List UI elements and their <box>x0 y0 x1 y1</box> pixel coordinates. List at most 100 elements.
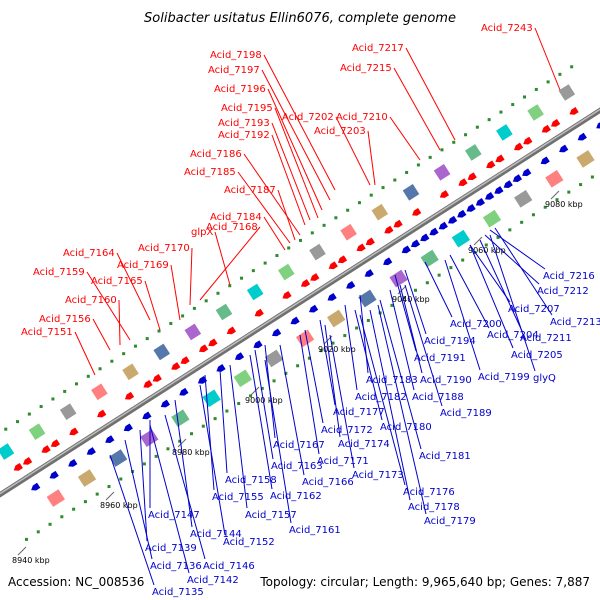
feature-block-upper <box>122 364 139 381</box>
ring-dot <box>4 428 7 431</box>
bottom-strand-gene-shape <box>233 352 244 362</box>
ring-dot <box>476 126 479 129</box>
ring-dot <box>355 327 358 330</box>
feature-block-upper <box>91 384 108 401</box>
map-title: Solibacter usitatus Ellin6076, complete … <box>144 11 456 26</box>
bottom-strand-gene-shape <box>400 245 411 255</box>
feature-block-shape <box>153 344 170 361</box>
ring-dot <box>343 334 346 337</box>
genome-map: Solibacter usitatus Ellin6076, complete … <box>0 0 600 600</box>
top-gene-label: Acid_7185 <box>184 167 236 178</box>
tick-label: 8940 kbp <box>12 556 50 565</box>
feature-block-shape <box>452 230 470 248</box>
ring-dot <box>25 538 28 541</box>
bottom-leader-line <box>320 320 335 405</box>
ring-dot <box>146 337 149 340</box>
ring-dot <box>535 88 538 91</box>
top-strand-gene-shape <box>197 344 208 354</box>
top-strand-gene <box>40 445 51 455</box>
top-leader-line <box>394 68 440 150</box>
ring-dot <box>181 314 184 317</box>
feature-block-shape <box>140 429 158 447</box>
top-strand-gene-shape <box>355 244 366 254</box>
bottom-gene-label: Acid_7178 <box>408 502 460 513</box>
bottom-strand-gene-shape <box>557 145 568 155</box>
bottom-strand-gene-shape <box>520 168 531 178</box>
top-strand-gene-shape <box>281 291 292 301</box>
feature-block-lower <box>109 449 127 467</box>
feature-block-upper <box>216 304 233 321</box>
top-strand-gene-shape <box>540 125 551 135</box>
ring-dot <box>96 493 99 496</box>
bottom-gene-label: Acid_7142 <box>187 575 239 586</box>
bottom-leader-line <box>125 440 152 559</box>
ring-dot <box>202 425 205 428</box>
top-strand-gene <box>170 362 181 372</box>
bottom-strand-gene-shape <box>48 471 59 481</box>
feature-block-shape <box>403 184 420 201</box>
ring-dot <box>51 397 54 400</box>
top-gene-label: Acid_7165 <box>91 276 143 287</box>
ring-dot <box>523 95 526 98</box>
ring-dot <box>296 364 299 367</box>
ring-dot <box>49 523 52 526</box>
bottom-strand-gene-shape <box>307 305 318 315</box>
bottom-strand-gene <box>29 483 40 493</box>
ring-dot <box>520 221 523 224</box>
feature-block-lower <box>483 210 501 228</box>
ring-dot <box>60 515 63 518</box>
bottom-gene-label: Acid_7199 <box>478 372 530 383</box>
ring-dot <box>449 266 452 269</box>
top-gene-label: Acid_7215 <box>340 63 392 74</box>
top-strand-gene <box>457 178 468 188</box>
bottom-strand-gene-shape <box>381 257 392 267</box>
feature-block-lower <box>389 270 407 288</box>
bottom-strand-gene <box>363 269 374 279</box>
feature-block-upper <box>527 104 544 121</box>
ring-dot <box>334 216 337 219</box>
bottom-gene-label: Acid_7205 <box>511 350 563 361</box>
ring-dot <box>323 224 326 227</box>
feature-block-lower <box>140 429 158 447</box>
top-strand-gene <box>21 457 32 467</box>
top-strand-gene-shape <box>40 445 51 455</box>
feature-block-lower <box>47 489 65 507</box>
bottom-gene-label: Acid_7211 <box>520 333 572 344</box>
feature-block-shape <box>421 250 439 268</box>
top-strand-gene-shape <box>95 410 106 420</box>
top-strand-gene-shape <box>179 356 190 366</box>
bottom-gene-label: Acid_7173 <box>352 470 404 481</box>
feature-block-shape <box>185 324 202 341</box>
bottom-strand-gene-shape <box>159 400 170 410</box>
bottom-gene-label: Acid_7171 <box>317 456 369 467</box>
top-strand-gene <box>299 279 310 289</box>
bottom-strand-gene <box>141 412 152 422</box>
bottom-gene-label: Acid_7152 <box>223 537 275 548</box>
top-strand-gene <box>281 291 292 301</box>
feature-block-shape <box>171 409 189 427</box>
tick-mark <box>18 547 26 555</box>
ring-dot <box>452 141 455 144</box>
bottom-leader-line <box>305 330 323 423</box>
feature-block-upper <box>60 403 77 420</box>
top-gene-label: Acid_7170 <box>138 243 190 254</box>
ring-dot <box>579 183 582 186</box>
feature-block-lower <box>452 230 470 248</box>
bottom-strand-gene-shape <box>29 483 40 493</box>
bottom-leader-line <box>220 370 227 473</box>
feature-block-upper <box>372 204 389 221</box>
bottom-strand-gene-shape <box>502 180 513 190</box>
ring-dot <box>570 65 573 68</box>
feature-block-shape <box>29 423 46 440</box>
bottom-strand-gene-shape <box>409 240 420 250</box>
top-strand-gene-shape <box>392 220 403 230</box>
bottom-strand-gene <box>539 156 550 166</box>
feature-block-shape <box>496 124 513 141</box>
feature-block-upper <box>0 443 14 460</box>
top-strand-gene <box>522 137 533 147</box>
bottom-strand-gene <box>474 198 485 208</box>
ring-dot <box>87 375 90 378</box>
ring-dot <box>275 254 278 257</box>
ring-dot <box>417 163 420 166</box>
ring-dot <box>119 478 122 481</box>
